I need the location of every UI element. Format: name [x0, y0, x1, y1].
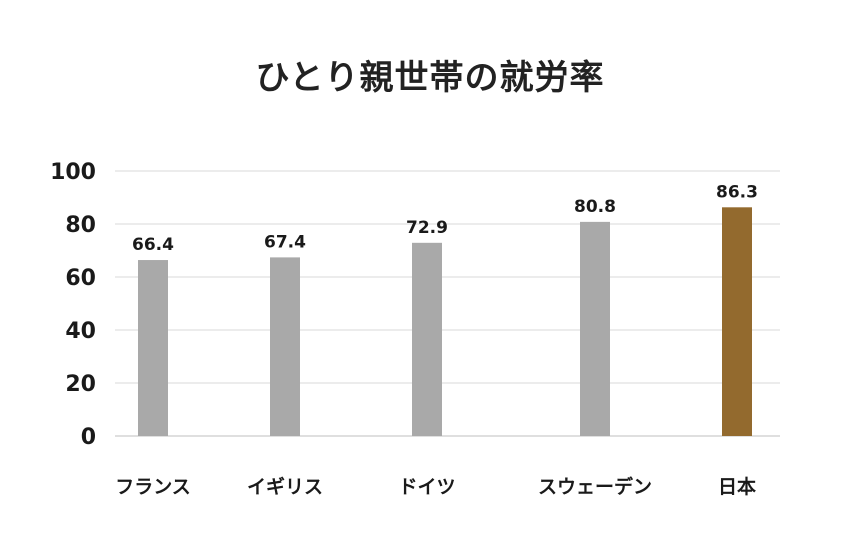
data-labels: 66.4 67.4 72.9 80.8 86.3: [132, 182, 758, 255]
bar: [270, 257, 300, 436]
x-tick-label: フランス: [115, 476, 191, 498]
y-tick-label: 0: [81, 425, 96, 450]
gridlines: [115, 170, 780, 437]
x-tick-label: ドイツ: [398, 476, 455, 498]
x-tick-label: 日本: [718, 475, 756, 498]
y-tick-label: 20: [65, 372, 96, 397]
data-label: 66.4: [132, 235, 174, 255]
data-label: 80.8: [574, 197, 616, 217]
y-axis-ticks: 0 20 40 60 80 100: [50, 160, 96, 450]
y-tick-label: 80: [65, 213, 96, 238]
bar: [138, 260, 168, 436]
data-label: 86.3: [716, 182, 758, 202]
x-axis-ticks: フランス イギリス ドイツ スウェーデン 日本: [115, 475, 756, 498]
bar: [722, 207, 752, 436]
bar: [580, 221, 610, 436]
x-tick-label: スウェーデン: [538, 475, 652, 498]
y-tick-label: 60: [65, 266, 96, 291]
bar: [412, 242, 442, 436]
y-tick-label: 40: [65, 319, 96, 344]
x-tick-label: イギリス: [247, 476, 323, 498]
y-tick-label: 100: [50, 160, 96, 185]
data-label: 72.9: [406, 218, 448, 238]
data-label: 67.4: [264, 232, 306, 252]
bars: [138, 207, 752, 436]
chart-title: ひとり親世帯の就労率: [255, 58, 605, 98]
